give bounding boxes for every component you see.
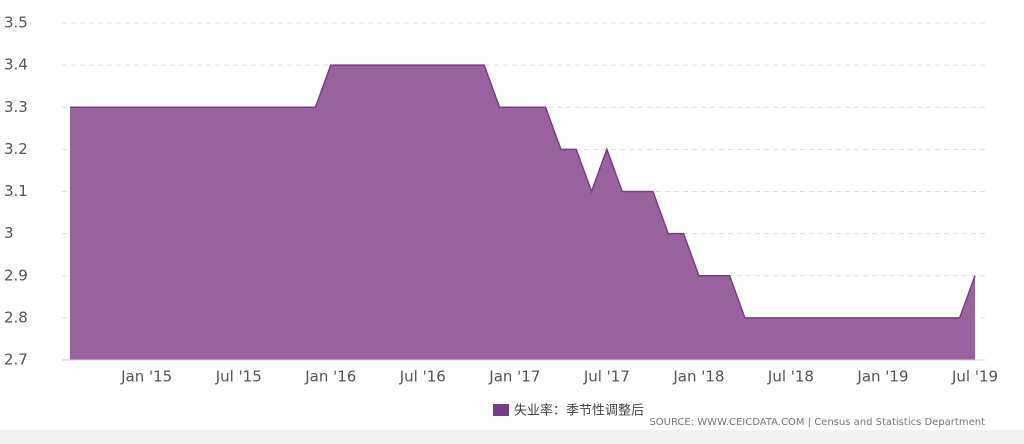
y-tick-label: 3 [4,224,14,242]
legend-label: 失业率：季节性调整后 [514,403,644,419]
y-tick-label: 3.2 [4,140,28,158]
x-tick-label: Jan '18 [672,368,724,386]
x-tick-label: Jan '17 [488,368,540,386]
y-tick-label: 3.5 [4,14,28,32]
y-tick-label: 2.8 [4,308,28,326]
y-tick-label: 2.7 [4,351,28,369]
x-tick-label: Jul '18 [767,368,814,386]
y-tick-label: 3.1 [4,182,28,200]
x-tick-label: Jan '15 [120,368,172,386]
x-tick-label: Jan '16 [304,368,356,386]
y-tick-label: 3.3 [4,98,28,116]
x-tick-label: Jul '15 [215,368,262,386]
y-tick-label: 2.9 [4,266,28,284]
x-tick-label: Jul '16 [399,368,446,386]
y-tick-label: 3.4 [4,56,28,74]
x-tick-label: Jul '19 [951,368,998,386]
source-note: SOURCE: WWW.CEICDATA.COM | Census and St… [649,417,985,428]
legend-swatch [493,404,509,416]
line [70,64,976,319]
x-tick-label: Jan '19 [856,368,908,386]
area [70,65,975,360]
x-tick-label: Jul '17 [583,368,630,386]
